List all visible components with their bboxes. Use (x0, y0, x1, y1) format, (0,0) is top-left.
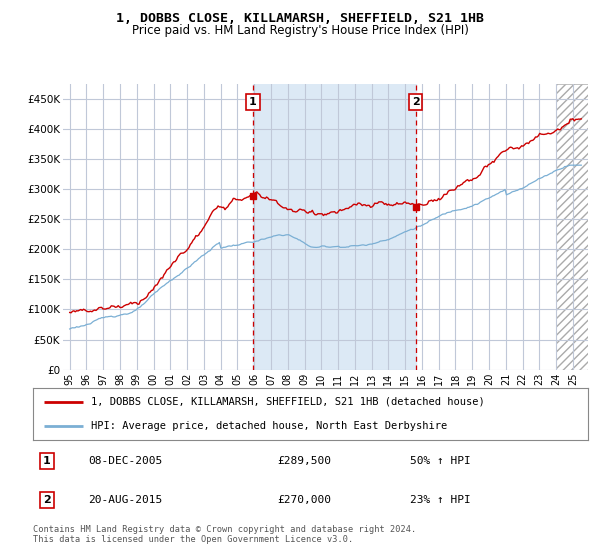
Bar (253, 84, 416, 370)
Text: 23% ↑ HPI: 23% ↑ HPI (410, 495, 471, 505)
Text: 2: 2 (412, 97, 419, 107)
Text: 1, DOBBS CLOSE, KILLAMARSH, SHEFFIELD, S21 1HB (detached house): 1, DOBBS CLOSE, KILLAMARSH, SHEFFIELD, S… (91, 397, 485, 407)
Text: 08-DEC-2005: 08-DEC-2005 (89, 456, 163, 466)
Text: 2: 2 (43, 495, 51, 505)
Text: 1: 1 (249, 97, 257, 107)
Bar (556, 84, 588, 370)
Text: £289,500: £289,500 (277, 456, 331, 466)
Text: 50% ↑ HPI: 50% ↑ HPI (410, 456, 471, 466)
Text: 20-AUG-2015: 20-AUG-2015 (89, 495, 163, 505)
Bar (556, 84, 588, 370)
Text: Contains HM Land Registry data © Crown copyright and database right 2024.
This d: Contains HM Land Registry data © Crown c… (33, 525, 416, 544)
Text: HPI: Average price, detached house, North East Derbyshire: HPI: Average price, detached house, Nort… (91, 421, 448, 431)
Text: 1: 1 (43, 456, 51, 466)
Text: 1, DOBBS CLOSE, KILLAMARSH, SHEFFIELD, S21 1HB: 1, DOBBS CLOSE, KILLAMARSH, SHEFFIELD, S… (116, 12, 484, 25)
Text: Price paid vs. HM Land Registry's House Price Index (HPI): Price paid vs. HM Land Registry's House … (131, 24, 469, 37)
Text: £270,000: £270,000 (277, 495, 331, 505)
